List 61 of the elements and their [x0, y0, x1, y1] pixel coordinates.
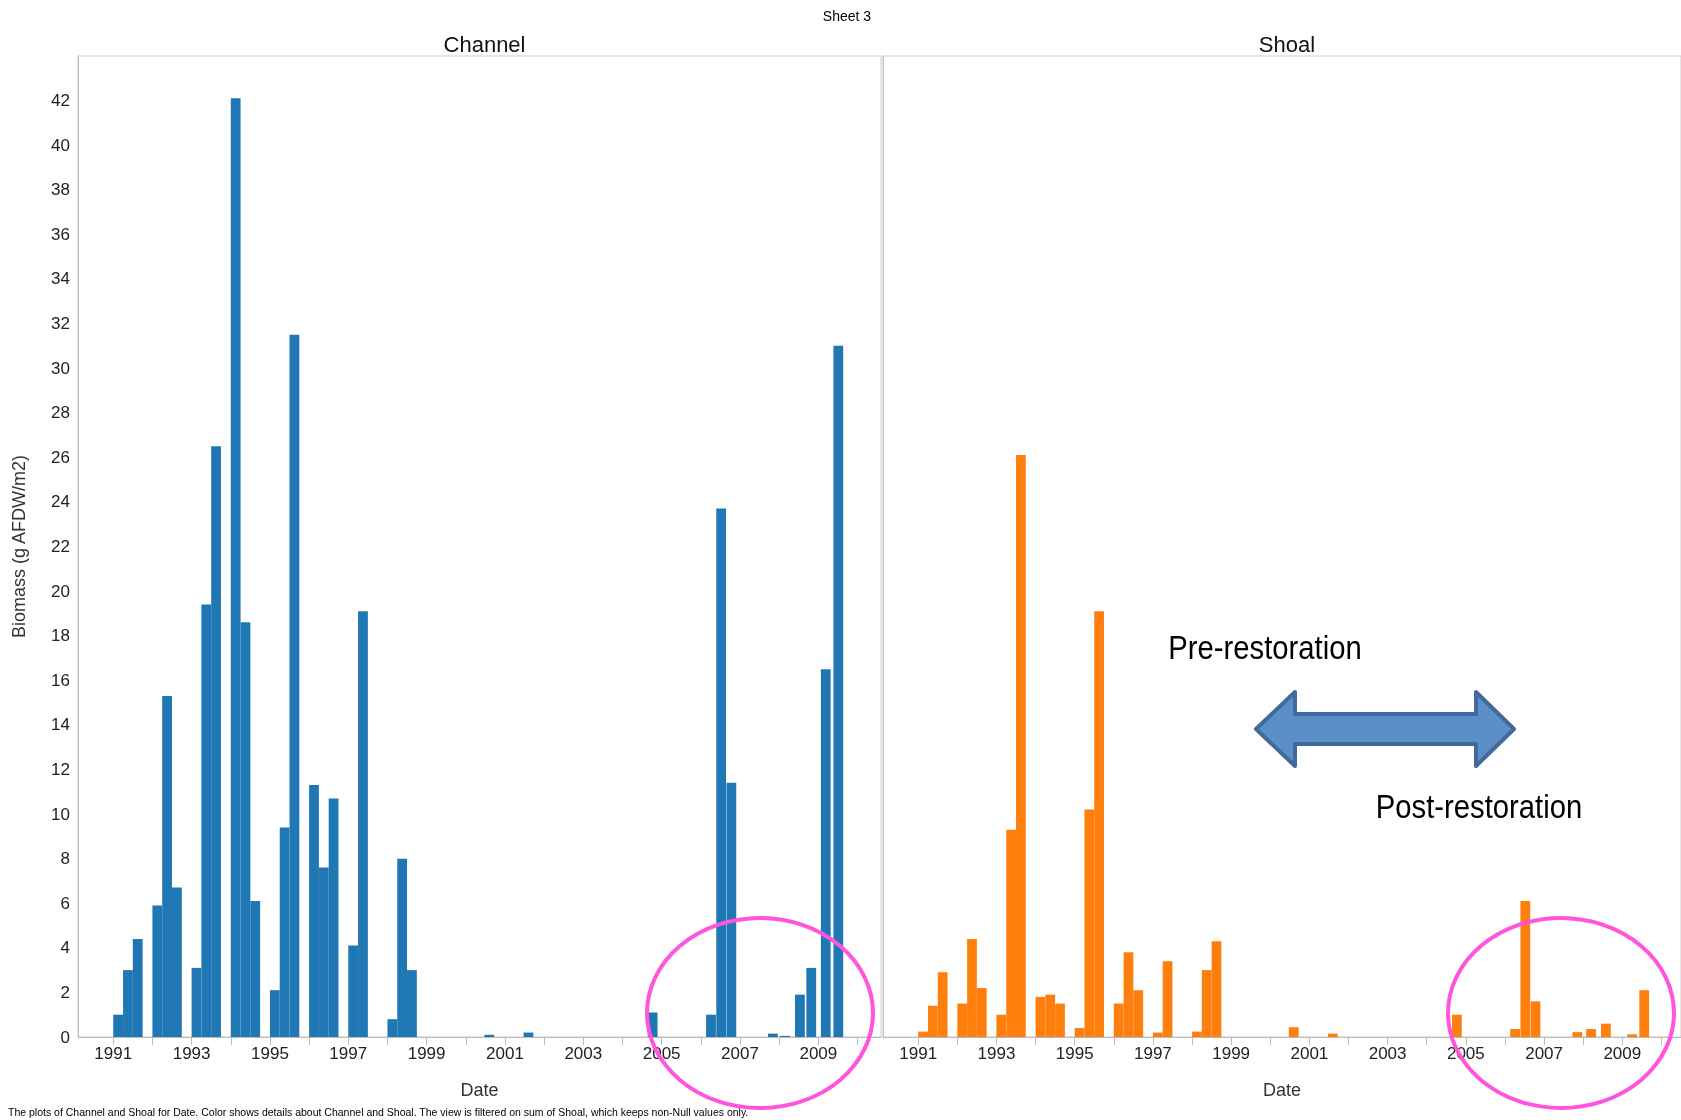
- y-tick-label: 40: [51, 135, 70, 155]
- bar: [1639, 990, 1650, 1037]
- x-tick-label: 2007: [721, 1044, 759, 1063]
- y-tick-label: 10: [51, 804, 70, 824]
- bar: [1288, 1027, 1299, 1037]
- x-tick-label: 1991: [94, 1044, 133, 1063]
- bar: [767, 1033, 778, 1037]
- x-tick-label: 2003: [564, 1044, 603, 1063]
- bar: [484, 1034, 495, 1037]
- y-tick-label: 12: [51, 759, 70, 779]
- y-tick-label: 20: [51, 581, 70, 601]
- y-tick-label: 42: [51, 91, 70, 111]
- x-tick-label: 1997: [1134, 1044, 1172, 1063]
- y-tick-label: 2: [60, 982, 70, 1002]
- y-tick-label: 22: [51, 537, 70, 556]
- y-tick-label: 0: [60, 1027, 70, 1047]
- x-tick-label: 2001: [486, 1044, 524, 1063]
- x-tick-label: 1993: [172, 1044, 211, 1063]
- y-tick-label: 8: [60, 849, 70, 869]
- x-tick-label: 1991: [899, 1044, 938, 1063]
- x-tick-label: 2009: [799, 1044, 838, 1063]
- bar: [1627, 1034, 1637, 1037]
- x-tick-label: 1999: [407, 1044, 446, 1063]
- text: Sheet 3: [822, 8, 872, 24]
- x-tick-label: 2003: [1368, 1044, 1407, 1063]
- y-tick-label: 16: [51, 670, 70, 690]
- chart-title: Shoal: [1258, 31, 1316, 57]
- x-axis-title: Date: [460, 1080, 499, 1100]
- y-tick-label: 36: [51, 224, 70, 244]
- x-tick-label: 1995: [251, 1044, 289, 1063]
- y-tick-label: 6: [60, 893, 70, 913]
- x-tick-label: 1999: [1212, 1044, 1251, 1063]
- x-tick-label: 1995: [1055, 1044, 1094, 1063]
- annotation: Post-restoration: [1375, 787, 1583, 826]
- text: The plots of Channel and Shoal for Date. Color shows details about Channel and Shoal. The view is filtered on sum of Shoal, which keeps non-Null values only.: [8, 1106, 749, 1118]
- annotation: Pre-restoration: [1168, 628, 1362, 667]
- bar: [820, 669, 831, 1037]
- y-tick-label: 38: [51, 180, 70, 200]
- x-tick-label: 2009: [1603, 1044, 1642, 1063]
- bar: [1327, 1033, 1338, 1037]
- bar: [833, 345, 844, 1037]
- y-tick-label: 32: [51, 314, 70, 334]
- y-tick-label: 24: [51, 492, 70, 512]
- x-tick-label: 2007: [1525, 1044, 1563, 1063]
- bar: [1572, 1032, 1583, 1037]
- bar: [1451, 1014, 1462, 1037]
- y-tick-label: 30: [51, 358, 70, 378]
- y-tick-label: 28: [51, 403, 70, 423]
- y-tick-label: 14: [51, 715, 70, 735]
- y-tick-label: 26: [51, 447, 70, 467]
- x-axis-title: Date: [1262, 1080, 1302, 1100]
- chart-title: Channel: [443, 31, 526, 57]
- x-tick-label: 1993: [977, 1044, 1016, 1063]
- y-tick-label: 4: [60, 938, 70, 958]
- y-tick-label: 18: [51, 626, 70, 646]
- y-tick-label: 34: [51, 269, 70, 289]
- bar: [1601, 1023, 1611, 1037]
- y-axis-title: Biomass (g AFDW/m2): [9, 454, 29, 639]
- bar: [1586, 1028, 1596, 1037]
- x-tick-label: 2001: [1290, 1044, 1329, 1063]
- x-tick-label: 1997: [329, 1044, 368, 1063]
